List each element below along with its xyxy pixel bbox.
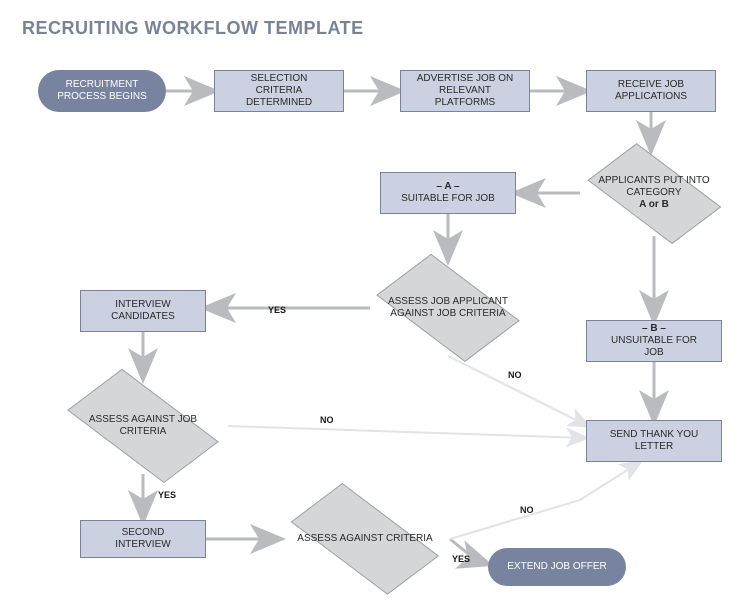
node-criteria-label: SELECTION CRITERIA DETERMINED	[228, 73, 330, 109]
edge-label-assessB-thankyou: NO	[320, 415, 334, 425]
node-catB: – B –UNSUITABLE FOR JOB	[586, 320, 722, 362]
node-assessC-label: ASSESS AGAINST CRITERIA	[296, 533, 434, 545]
node-catA-label: – A –SUITABLE FOR JOB	[394, 181, 501, 205]
node-interview-label: INTERVIEW CANDIDATES	[94, 299, 193, 323]
node-start: RECRUITMENT PROCESS BEGINS	[38, 70, 166, 112]
node-categorize: APPLICANTS PUT INTO CATEGORYA or B	[580, 150, 728, 236]
edge-assessC-thankyou	[450, 462, 640, 539]
node-thankyou-label: SEND THANK YOU LETTER	[600, 429, 707, 453]
node-assessC: ASSESS AGAINST CRITERIA	[280, 494, 450, 584]
node-offer: EXTEND JOB OFFER	[488, 548, 626, 586]
edge-assessB-thankyou	[228, 426, 586, 438]
node-advertise: ADVERTISE JOB ON RELEVANT PLATFORMS	[400, 70, 530, 112]
node-advertise-label: ADVERTISE JOB ON RELEVANT PLATFORMS	[414, 73, 516, 109]
node-second: SECOND INTERVIEW	[80, 520, 206, 558]
edge-label-assessA-thankyou: NO	[508, 370, 522, 380]
node-second-label: SECOND INTERVIEW	[94, 527, 193, 551]
node-assessB: ASSESS AGAINST JOB CRITERIA	[58, 378, 228, 474]
node-offer-label: EXTEND JOB OFFER	[502, 561, 613, 573]
node-interview: INTERVIEW CANDIDATES	[80, 290, 206, 332]
edge-label-assessA-interview: YES	[268, 305, 286, 315]
edge-label-assessC-thankyou: NO	[520, 505, 534, 515]
node-receive-label: RECEIVE JOB APPLICATIONS	[600, 79, 702, 103]
node-catB-label: – B –UNSUITABLE FOR JOB	[600, 323, 707, 359]
node-assessA: ASSESS JOB APPLICANT AGAINST JOB CRITERI…	[370, 260, 526, 356]
node-catA: – A –SUITABLE FOR JOB	[380, 172, 516, 214]
node-thankyou: SEND THANK YOU LETTER	[586, 420, 722, 462]
node-assessB-label: ASSESS AGAINST JOB CRITERIA	[74, 414, 212, 438]
page-title: RECRUITING WORKFLOW TEMPLATE	[22, 18, 364, 39]
node-categorize-label: APPLICANTS PUT INTO CATEGORYA or B	[595, 175, 714, 211]
node-criteria: SELECTION CRITERIA DETERMINED	[214, 70, 344, 112]
edge-label-assessC-offer: YES	[452, 554, 470, 564]
node-assessA-label: ASSESS JOB APPLICANT AGAINST JOB CRITERI…	[385, 296, 511, 320]
edge-assessA-thankyou	[448, 356, 588, 426]
node-start-label: RECRUITMENT PROCESS BEGINS	[51, 79, 153, 103]
edge-label-assessB-second: YES	[158, 490, 176, 500]
node-receive: RECEIVE JOB APPLICATIONS	[586, 70, 716, 112]
